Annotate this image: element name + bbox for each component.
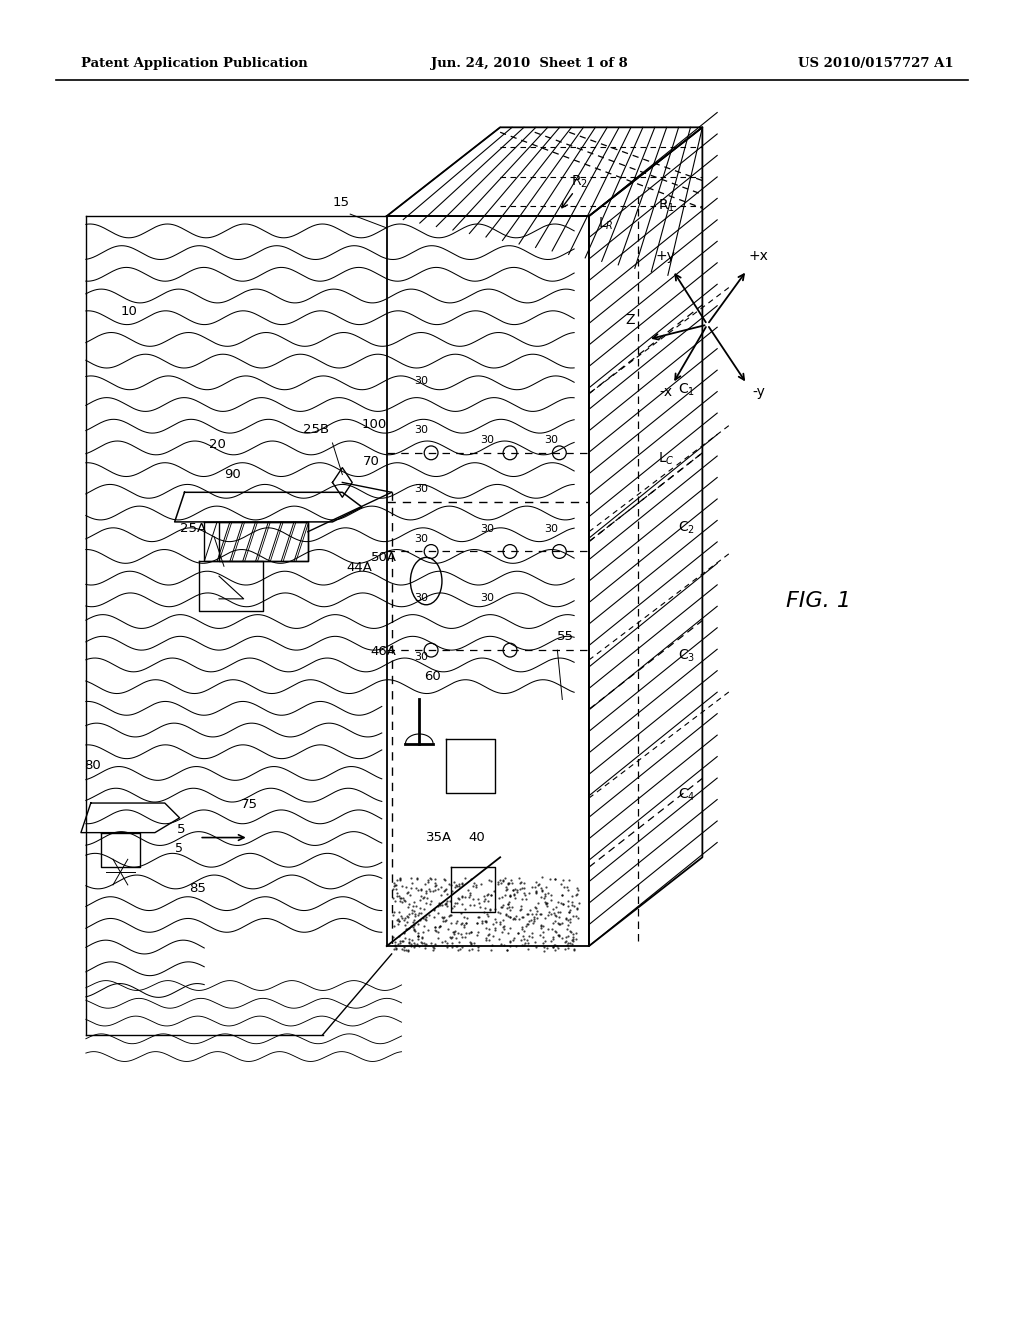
Text: 30: 30 [415,533,428,544]
Text: R$_2$: R$_2$ [570,173,588,190]
Text: Z: Z [626,313,635,326]
Text: R$_1$: R$_1$ [658,198,675,214]
Text: 25A: 25A [179,521,206,535]
Text: C$_1$: C$_1$ [678,381,695,399]
Text: L$_R$: L$_R$ [598,215,613,232]
Text: 100: 100 [361,418,387,432]
Text: 30: 30 [480,593,495,603]
Text: FIG. 1: FIG. 1 [786,591,851,611]
Text: 30: 30 [415,425,428,436]
Text: 60: 60 [424,669,441,682]
Text: -y: -y [753,384,765,399]
Text: 30: 30 [415,652,428,663]
Text: +y: +y [656,248,676,263]
Text: 30: 30 [545,436,558,445]
Text: -x: -x [659,384,673,399]
Text: C$_3$: C$_3$ [678,648,695,664]
Text: 30: 30 [480,524,495,533]
Text: 75: 75 [241,799,258,810]
Text: C$_4$: C$_4$ [678,787,695,803]
Text: L$_C$: L$_C$ [658,450,675,467]
Text: 10: 10 [121,305,137,318]
Text: 46A: 46A [371,645,396,659]
Text: 40: 40 [469,830,485,843]
Text: 44A: 44A [346,561,372,574]
Text: US 2010/0157727 A1: US 2010/0157727 A1 [799,57,954,70]
Text: 5: 5 [175,842,182,855]
Text: 30: 30 [480,436,495,445]
Text: 5: 5 [176,822,185,836]
Text: Jun. 24, 2010  Sheet 1 of 8: Jun. 24, 2010 Sheet 1 of 8 [431,57,628,70]
Text: 90: 90 [224,469,241,482]
Text: 15: 15 [333,197,349,210]
Text: 35A: 35A [426,830,453,843]
Text: 30: 30 [415,484,428,494]
Text: 30: 30 [415,376,428,385]
Text: 50A: 50A [371,552,396,565]
Text: 55: 55 [557,630,574,643]
Text: 25B: 25B [303,424,329,436]
Text: Patent Application Publication: Patent Application Publication [81,57,307,70]
Text: +x: +x [749,248,769,263]
Text: 20: 20 [209,438,226,451]
Text: 85: 85 [189,882,206,895]
Text: C$_2$: C$_2$ [678,520,694,536]
Text: 30: 30 [415,593,428,603]
Text: 80: 80 [84,759,100,771]
Text: 30: 30 [545,524,558,533]
Text: 70: 70 [362,454,380,467]
